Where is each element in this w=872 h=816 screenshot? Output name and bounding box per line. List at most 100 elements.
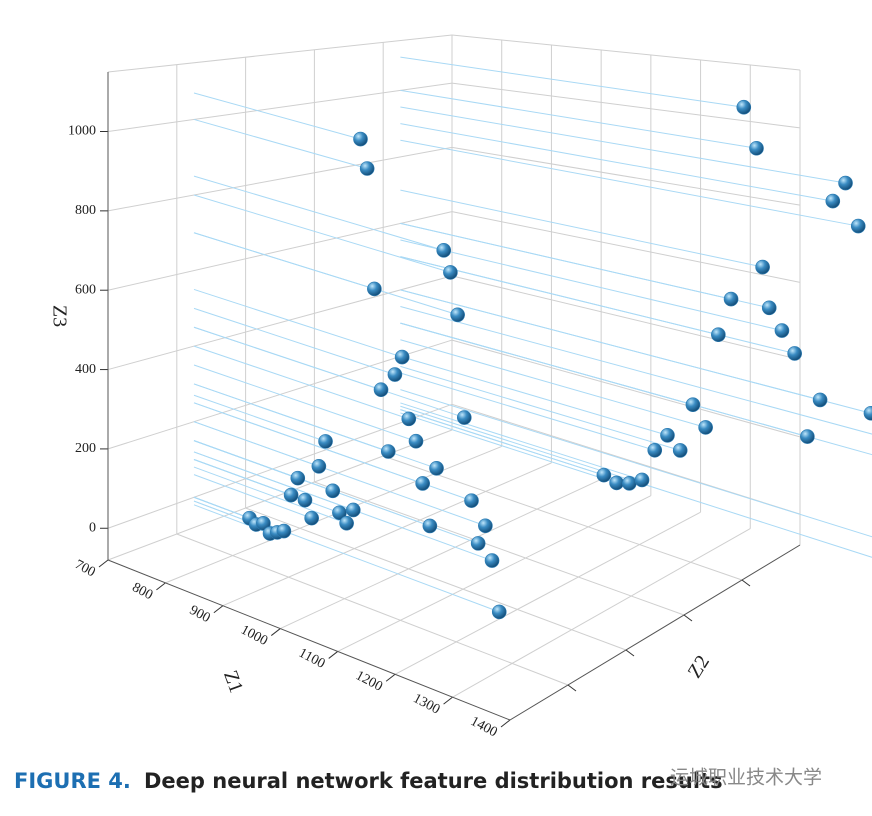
point — [755, 259, 770, 275]
x-tick-label: 1200 — [353, 668, 385, 694]
point — [283, 487, 299, 503]
point — [774, 323, 790, 338]
drop-line — [193, 394, 326, 442]
drop-line — [400, 189, 763, 268]
x-tick-label: 800 — [129, 580, 155, 603]
axis-line — [509, 544, 801, 721]
box-edge — [107, 34, 453, 73]
drop-line — [193, 232, 458, 316]
point — [436, 243, 452, 258]
grid-line — [451, 275, 801, 361]
point — [596, 467, 612, 483]
point — [304, 510, 319, 526]
x-tick — [213, 605, 224, 614]
grid-line — [107, 403, 453, 529]
floor-grid-line — [314, 481, 685, 616]
x-tick-label: 1000 — [238, 623, 270, 649]
x-tick — [385, 673, 396, 682]
drop-line — [400, 389, 872, 538]
point — [749, 140, 764, 156]
watermark: 运城职业技术大学 — [670, 767, 822, 789]
point — [660, 427, 675, 443]
grid-line — [394, 511, 701, 675]
point — [256, 516, 271, 531]
drop-line — [193, 383, 437, 469]
drop-line — [400, 56, 744, 108]
point — [470, 536, 486, 551]
drop-line — [400, 306, 872, 435]
point — [634, 472, 650, 488]
drop-line — [400, 106, 846, 184]
point — [491, 604, 507, 620]
point — [736, 99, 752, 115]
grid-line — [107, 211, 453, 291]
drop-line — [400, 405, 872, 558]
floor-grid-line — [245, 507, 627, 651]
drop-line — [193, 364, 417, 442]
x-tick — [156, 582, 166, 591]
drop-line — [193, 118, 368, 169]
point — [387, 367, 403, 382]
point — [850, 218, 866, 234]
point — [325, 483, 341, 499]
box-edge — [451, 34, 801, 71]
floor-grid-line — [383, 455, 743, 581]
x-tick-label: 1100 — [296, 646, 327, 672]
drop-line — [400, 89, 757, 149]
point — [685, 397, 701, 412]
z-axis-label: Z3 — [48, 305, 70, 327]
point — [276, 523, 292, 539]
drop-line — [193, 474, 312, 519]
z-tick-label: 1000 — [68, 124, 96, 139]
drop-line — [193, 451, 493, 562]
drop-line — [400, 139, 859, 227]
point — [408, 433, 424, 449]
caption-label: FIGURE 4. — [14, 769, 131, 793]
point — [838, 175, 853, 191]
x-tick-label: 1300 — [410, 691, 442, 717]
x-tick — [270, 628, 281, 636]
x-tick-label: 700 — [72, 557, 98, 580]
grid-line — [451, 339, 801, 438]
point — [672, 443, 688, 458]
drop-line — [400, 402, 643, 481]
point — [359, 161, 375, 176]
grid-line — [451, 82, 801, 129]
x-tick-label: 900 — [187, 603, 213, 626]
point — [290, 470, 306, 486]
point — [297, 492, 313, 508]
drop-line — [400, 339, 706, 428]
point — [622, 476, 637, 491]
point — [339, 515, 354, 531]
point — [394, 349, 410, 365]
drop-line — [193, 288, 403, 358]
z-tick-label: 200 — [75, 441, 96, 456]
grid-line — [337, 495, 652, 652]
drop-line — [400, 322, 872, 456]
y-tick — [567, 684, 577, 692]
drop-line — [400, 239, 783, 332]
point — [464, 493, 479, 508]
x-axis-label: Z1 — [219, 668, 247, 696]
drop-line — [400, 123, 833, 202]
x-tick — [500, 719, 511, 728]
x-tick — [443, 696, 453, 705]
point — [332, 505, 347, 521]
point — [647, 442, 663, 458]
point — [825, 193, 841, 209]
drop-line — [400, 412, 617, 484]
grid-line — [280, 478, 602, 630]
z-tick-label: 600 — [75, 282, 96, 297]
drop-line — [193, 466, 347, 524]
x-tick — [328, 651, 339, 659]
x-tick-label: 1400 — [468, 714, 500, 740]
drop-line — [193, 459, 340, 514]
drop-line — [400, 256, 795, 354]
point — [478, 518, 493, 534]
grid-line — [222, 462, 552, 607]
point — [711, 327, 726, 343]
point — [450, 307, 465, 323]
drop-line — [400, 365, 681, 451]
point — [380, 444, 396, 459]
